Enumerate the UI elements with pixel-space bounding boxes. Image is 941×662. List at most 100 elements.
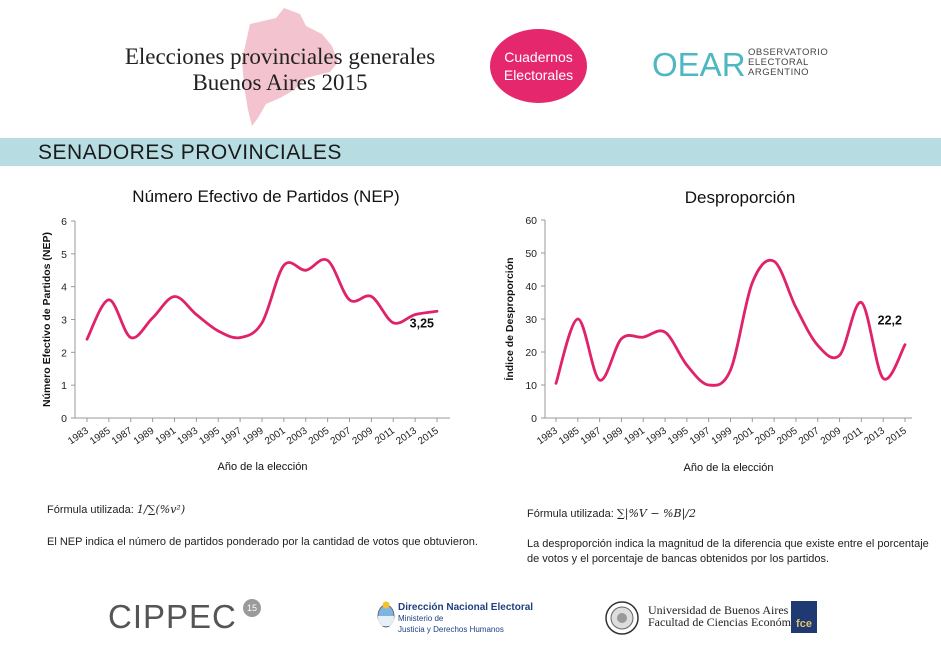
- nep-y-tick-label: 0: [61, 413, 67, 425]
- desp-y-tick-label: 30: [525, 314, 537, 326]
- desp-data-point: [751, 281, 754, 284]
- nep-data-point: [151, 316, 154, 320]
- desp-x-tick-label: 2015: [884, 425, 909, 447]
- desp-y-tick-label: 50: [525, 248, 537, 260]
- nep-y-tick-label: 1: [61, 380, 67, 392]
- nep-data-point: [195, 313, 198, 316]
- desp-y-tick-label: 0: [531, 413, 537, 425]
- uba-line-1: Universidad de Buenos Aires: [648, 603, 789, 617]
- dne-sub-2: Justicia y Derechos Humanos: [398, 625, 504, 634]
- desp-data-point: [576, 317, 580, 321]
- nep-x-tick-label: 1985: [88, 425, 113, 447]
- nep-data-point: [217, 329, 220, 333]
- nep-x-tick-label: 1999: [241, 425, 266, 447]
- nep-series-line: [85, 257, 439, 341]
- nep-formula: Fórmula utilizada: 1/∑(%v²): [47, 503, 185, 516]
- oear-mark: OEAR: [652, 48, 746, 80]
- nep-x-tick-label: 1989: [132, 425, 157, 447]
- nep-y-axis-label: Número Efectivo de Partidos (NEP): [41, 232, 53, 407]
- desp-x-tick-label: 2009: [819, 425, 844, 447]
- cuadernos-electorales-badge: Cuadernos Electorales: [490, 29, 587, 103]
- desp-data-point: [554, 382, 558, 385]
- dne-logo-text: Dirección Nacional Electoral Ministerio …: [398, 602, 533, 635]
- desp-x-tick-label: 2007: [797, 425, 822, 447]
- nep-data-point: [370, 295, 373, 298]
- cippec-logo: CIPPEC: [108, 598, 237, 635]
- nep-formula-label: Fórmula utilizada:: [47, 504, 134, 516]
- nep-data-point: [107, 298, 111, 301]
- nep-x-tick-label: 2007: [329, 425, 354, 447]
- title-line-2: Buenos Aires 2015: [192, 70, 368, 95]
- desp-x-tick-label: 1997: [688, 425, 713, 447]
- desp-data-point: [729, 368, 732, 372]
- nep-data-point: [392, 321, 395, 324]
- oear-text: OBSERVATORIO ELECTORAL ARGENTINO: [748, 48, 828, 78]
- desp-formula-expr: ∑|%V − %B|/2: [616, 507, 697, 520]
- nep-x-tick-label: 2009: [351, 425, 376, 447]
- desp-x-tick-label: 1993: [644, 425, 669, 447]
- uba-line-2: Facultad de Ciencias Económicas: [648, 615, 810, 629]
- desp-x-tick-label: 2003: [753, 425, 778, 447]
- desp-x-tick-label: 1999: [710, 425, 735, 447]
- page-title: Elecciones provinciales generales Buenos…: [95, 44, 465, 96]
- desp-data-point: [663, 331, 667, 334]
- desp-x-tick-label: 1987: [579, 425, 604, 447]
- dne-subtitle: Ministerio de Justicia y Derechos Humano…: [398, 613, 533, 635]
- desp-data-point: [707, 383, 710, 387]
- nep-x-tick-label: 2013: [394, 425, 419, 447]
- nep-y-tick-label: 5: [61, 249, 67, 261]
- desp-data-point: [794, 306, 798, 309]
- desp-y-tick-label: 40: [525, 281, 537, 293]
- nep-x-tick-label: 1995: [197, 425, 222, 447]
- desp-chart-title: Desproporción: [685, 188, 796, 207]
- desp-data-point: [772, 260, 776, 263]
- desp-last-value-label: 22,2: [878, 314, 902, 328]
- nep-data-point: [282, 264, 286, 267]
- nep-data-point: [260, 321, 264, 324]
- nep-data-point: [435, 310, 439, 313]
- oear-line-1: OBSERVATORIO: [748, 47, 829, 58]
- desp-x-tick-label: 2001: [731, 425, 756, 447]
- nep-note: El NEP indica el número de partidos pond…: [47, 536, 478, 548]
- desp-y-axis-label: Índice de Desproporción: [503, 257, 516, 380]
- desp-x-tick-label: 2011: [841, 425, 865, 447]
- nep-data-point: [304, 269, 307, 272]
- desp-y-tick-label: 20: [525, 347, 537, 359]
- nep-x-tick-label: 2003: [285, 425, 310, 447]
- nep-x-axis-label: Año de la elección: [218, 461, 308, 473]
- nep-x-tick-label: 1993: [176, 425, 201, 447]
- desp-y-tick-label: 10: [525, 380, 537, 392]
- nep-y-tick-label: 2: [61, 347, 67, 359]
- nep-x-tick-label: 2001: [263, 425, 288, 447]
- desp-y-tick-label: 60: [525, 215, 537, 227]
- nep-data-point: [238, 336, 242, 339]
- desp-x-tick-label: 1995: [666, 425, 691, 447]
- desp-series-line: [554, 258, 907, 387]
- nep-data-point: [413, 313, 417, 316]
- nep-y-tick-label: 3: [61, 315, 67, 327]
- desp-formula: Fórmula utilizada: ∑|%V − %B|/2: [527, 507, 696, 520]
- oear-logo: OEAR: [652, 48, 746, 80]
- uba-seal-icon: [605, 601, 639, 635]
- desp-data-point: [642, 335, 645, 339]
- nep-data-point: [348, 298, 351, 301]
- nep-x-tick-label: 2005: [307, 425, 332, 447]
- desp-x-axis-label: Año de la elección: [684, 462, 774, 474]
- nep-last-value-label: 3,25: [410, 316, 434, 330]
- desp-x-tick-label: 1983: [535, 425, 560, 447]
- desp-x-tick-label: 2013: [862, 425, 887, 447]
- oear-line-2: ELECTORAL: [748, 57, 809, 68]
- nep-x-tick-label: 1983: [66, 425, 91, 447]
- fce-logo: fce: [791, 601, 817, 633]
- desp-x-tick-label: 1985: [557, 425, 582, 447]
- nep-data-point: [129, 336, 132, 339]
- nep-x-tick-label: 1997: [219, 425, 244, 447]
- oear-line-3: ARGENTINO: [748, 67, 809, 78]
- desp-data-point: [903, 343, 907, 346]
- desp-data-point: [881, 377, 885, 380]
- nep-formula-expr: 1/∑(%v²): [136, 503, 186, 516]
- badge-line-2: Electorales: [503, 67, 574, 83]
- argentina-shield-icon: [377, 601, 395, 628]
- desp-x-tick-label: 1989: [601, 425, 626, 447]
